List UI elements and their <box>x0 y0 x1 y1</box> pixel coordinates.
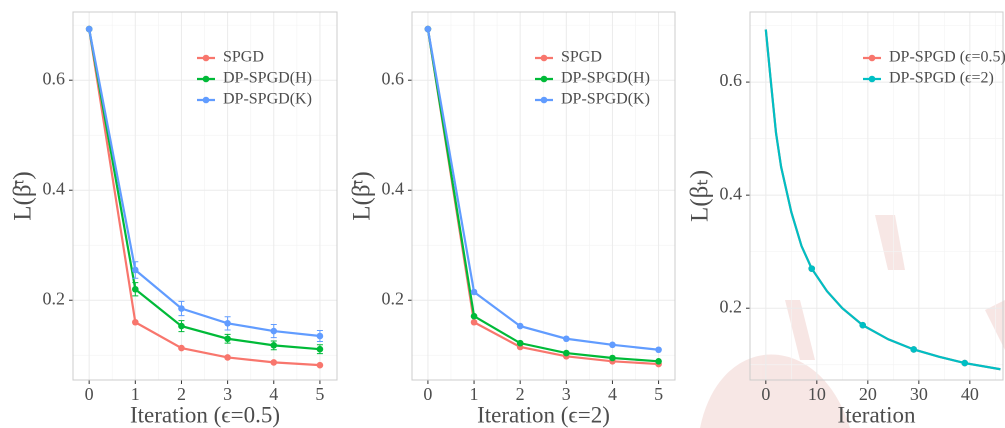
data-point <box>563 349 570 357</box>
x-tick-label: 4 <box>269 384 278 404</box>
data-point <box>961 359 969 367</box>
plot <box>424 25 662 368</box>
panel-border <box>749 11 1004 381</box>
plot <box>764 29 1001 371</box>
data-point <box>132 285 139 293</box>
series-line <box>764 29 1001 371</box>
x-tick-label: 0 <box>761 384 770 404</box>
data-point <box>424 25 432 33</box>
legend-swatch-dot <box>540 75 548 83</box>
data-point <box>563 335 570 343</box>
data-point <box>655 346 662 354</box>
x-tick-label: 20 <box>859 384 877 404</box>
legend-label: DP-SPGD (ϵ=2) <box>889 70 994 87</box>
y-axis-label: L(β̄ᵗ) <box>10 171 37 220</box>
legend-label: SPGD <box>561 49 602 66</box>
data-point <box>609 354 616 362</box>
panel: 0.2 0.4 0.6 0 1 2 3 4 5 Iteration (ϵ=0.5) L(β̄ᵗ) SP… <box>10 11 338 427</box>
data-point <box>132 266 139 274</box>
legend-swatch-dot <box>540 96 548 104</box>
data-point <box>316 345 324 353</box>
legend-swatch-dot <box>202 54 210 62</box>
y-tick-label: 0.2 <box>382 288 405 308</box>
legend-swatch-dot <box>868 75 876 83</box>
panel: 0.2 0.4 0.6 0 10 20 30 40 Iteration L(βₜ) DP-SPGD … <box>687 11 1005 427</box>
legend-label: DP-SPGD(K) <box>561 91 650 108</box>
legend-label: SPGD <box>223 49 264 66</box>
x-tick-label: 1 <box>470 384 479 404</box>
data-point <box>178 322 185 330</box>
data-point <box>178 344 185 352</box>
legend-label: DP-SPGD(H) <box>223 70 312 87</box>
data-point <box>808 265 816 272</box>
x-tick-label: 3 <box>223 384 232 404</box>
data-point <box>224 335 231 343</box>
x-tick-label: 4 <box>608 384 617 404</box>
data-point <box>270 327 278 335</box>
x-tick-label: 40 <box>961 384 979 404</box>
series-line <box>426 28 659 363</box>
x-tick-label: 5 <box>315 384 324 404</box>
data-point <box>859 321 867 329</box>
data-point <box>470 312 478 320</box>
series-line <box>88 28 321 338</box>
y-tick-label: 0.4 <box>43 178 66 198</box>
data-point <box>270 359 278 366</box>
series-line <box>88 28 321 351</box>
data-point <box>609 341 616 349</box>
x-tick-label: 5 <box>654 384 663 404</box>
data-point <box>178 305 185 312</box>
x-axis-label: Iteration (ϵ=2) <box>477 402 610 427</box>
data-point <box>224 320 231 327</box>
legend-swatch-dot <box>202 96 210 104</box>
panel-border <box>72 11 338 381</box>
data-point <box>910 346 918 353</box>
x-tick-label: 30 <box>910 384 928 404</box>
data-point <box>316 332 324 340</box>
x-axis-label: Iteration <box>838 402 916 427</box>
x-tick-label: 3 <box>562 384 571 404</box>
legend-swatch-dot <box>540 54 548 62</box>
y-axis-label: L(β̄ᵗ) <box>349 171 376 220</box>
data-point <box>516 339 524 347</box>
legend-swatch-dot <box>202 75 210 83</box>
x-tick-label: 0 <box>423 384 432 404</box>
data-point <box>470 288 478 296</box>
y-tick-label: 0.2 <box>720 296 743 316</box>
y-tick-label: 0.2 <box>43 288 66 308</box>
data-point <box>224 354 231 361</box>
data-point <box>470 318 478 326</box>
legend-label: DP-SPGD(K) <box>223 91 312 108</box>
y-tick-label: 0.6 <box>720 70 743 90</box>
y-axis-label: L(βₜ) <box>687 170 714 222</box>
legend-swatch-dot <box>868 54 876 62</box>
panel: 0.2 0.4 0.6 0 1 2 3 4 5 Iteration (ϵ=2) L(β̄ᵗ) SPGD… <box>349 11 676 427</box>
y-tick-label: 0.4 <box>720 183 743 203</box>
panel-border <box>411 11 676 381</box>
x-tick-label: 2 <box>516 384 525 404</box>
y-tick-label: 0.4 <box>382 178 405 198</box>
data-point <box>132 318 139 326</box>
x-axis-label: Iteration (ϵ=0.5) <box>130 402 280 427</box>
legend-label: DP-SPGD (ϵ=0.5) <box>889 49 1005 66</box>
watermark <box>700 215 1005 428</box>
x-tick-label: 0 <box>85 384 94 404</box>
data-point <box>316 361 324 369</box>
data-point <box>655 357 662 365</box>
series-line <box>426 28 659 351</box>
legend-label: DP-SPGD(H) <box>561 70 650 87</box>
y-tick-label: 0.6 <box>382 68 405 88</box>
data-point <box>270 342 278 349</box>
plot <box>85 25 324 369</box>
x-tick-label: 2 <box>177 384 186 404</box>
series-line <box>88 28 320 367</box>
x-tick-label: 1 <box>131 384 140 404</box>
y-tick-label: 0.6 <box>43 68 66 88</box>
data-point <box>85 25 93 33</box>
x-tick-label: 10 <box>808 384 826 404</box>
data-point <box>516 322 524 330</box>
